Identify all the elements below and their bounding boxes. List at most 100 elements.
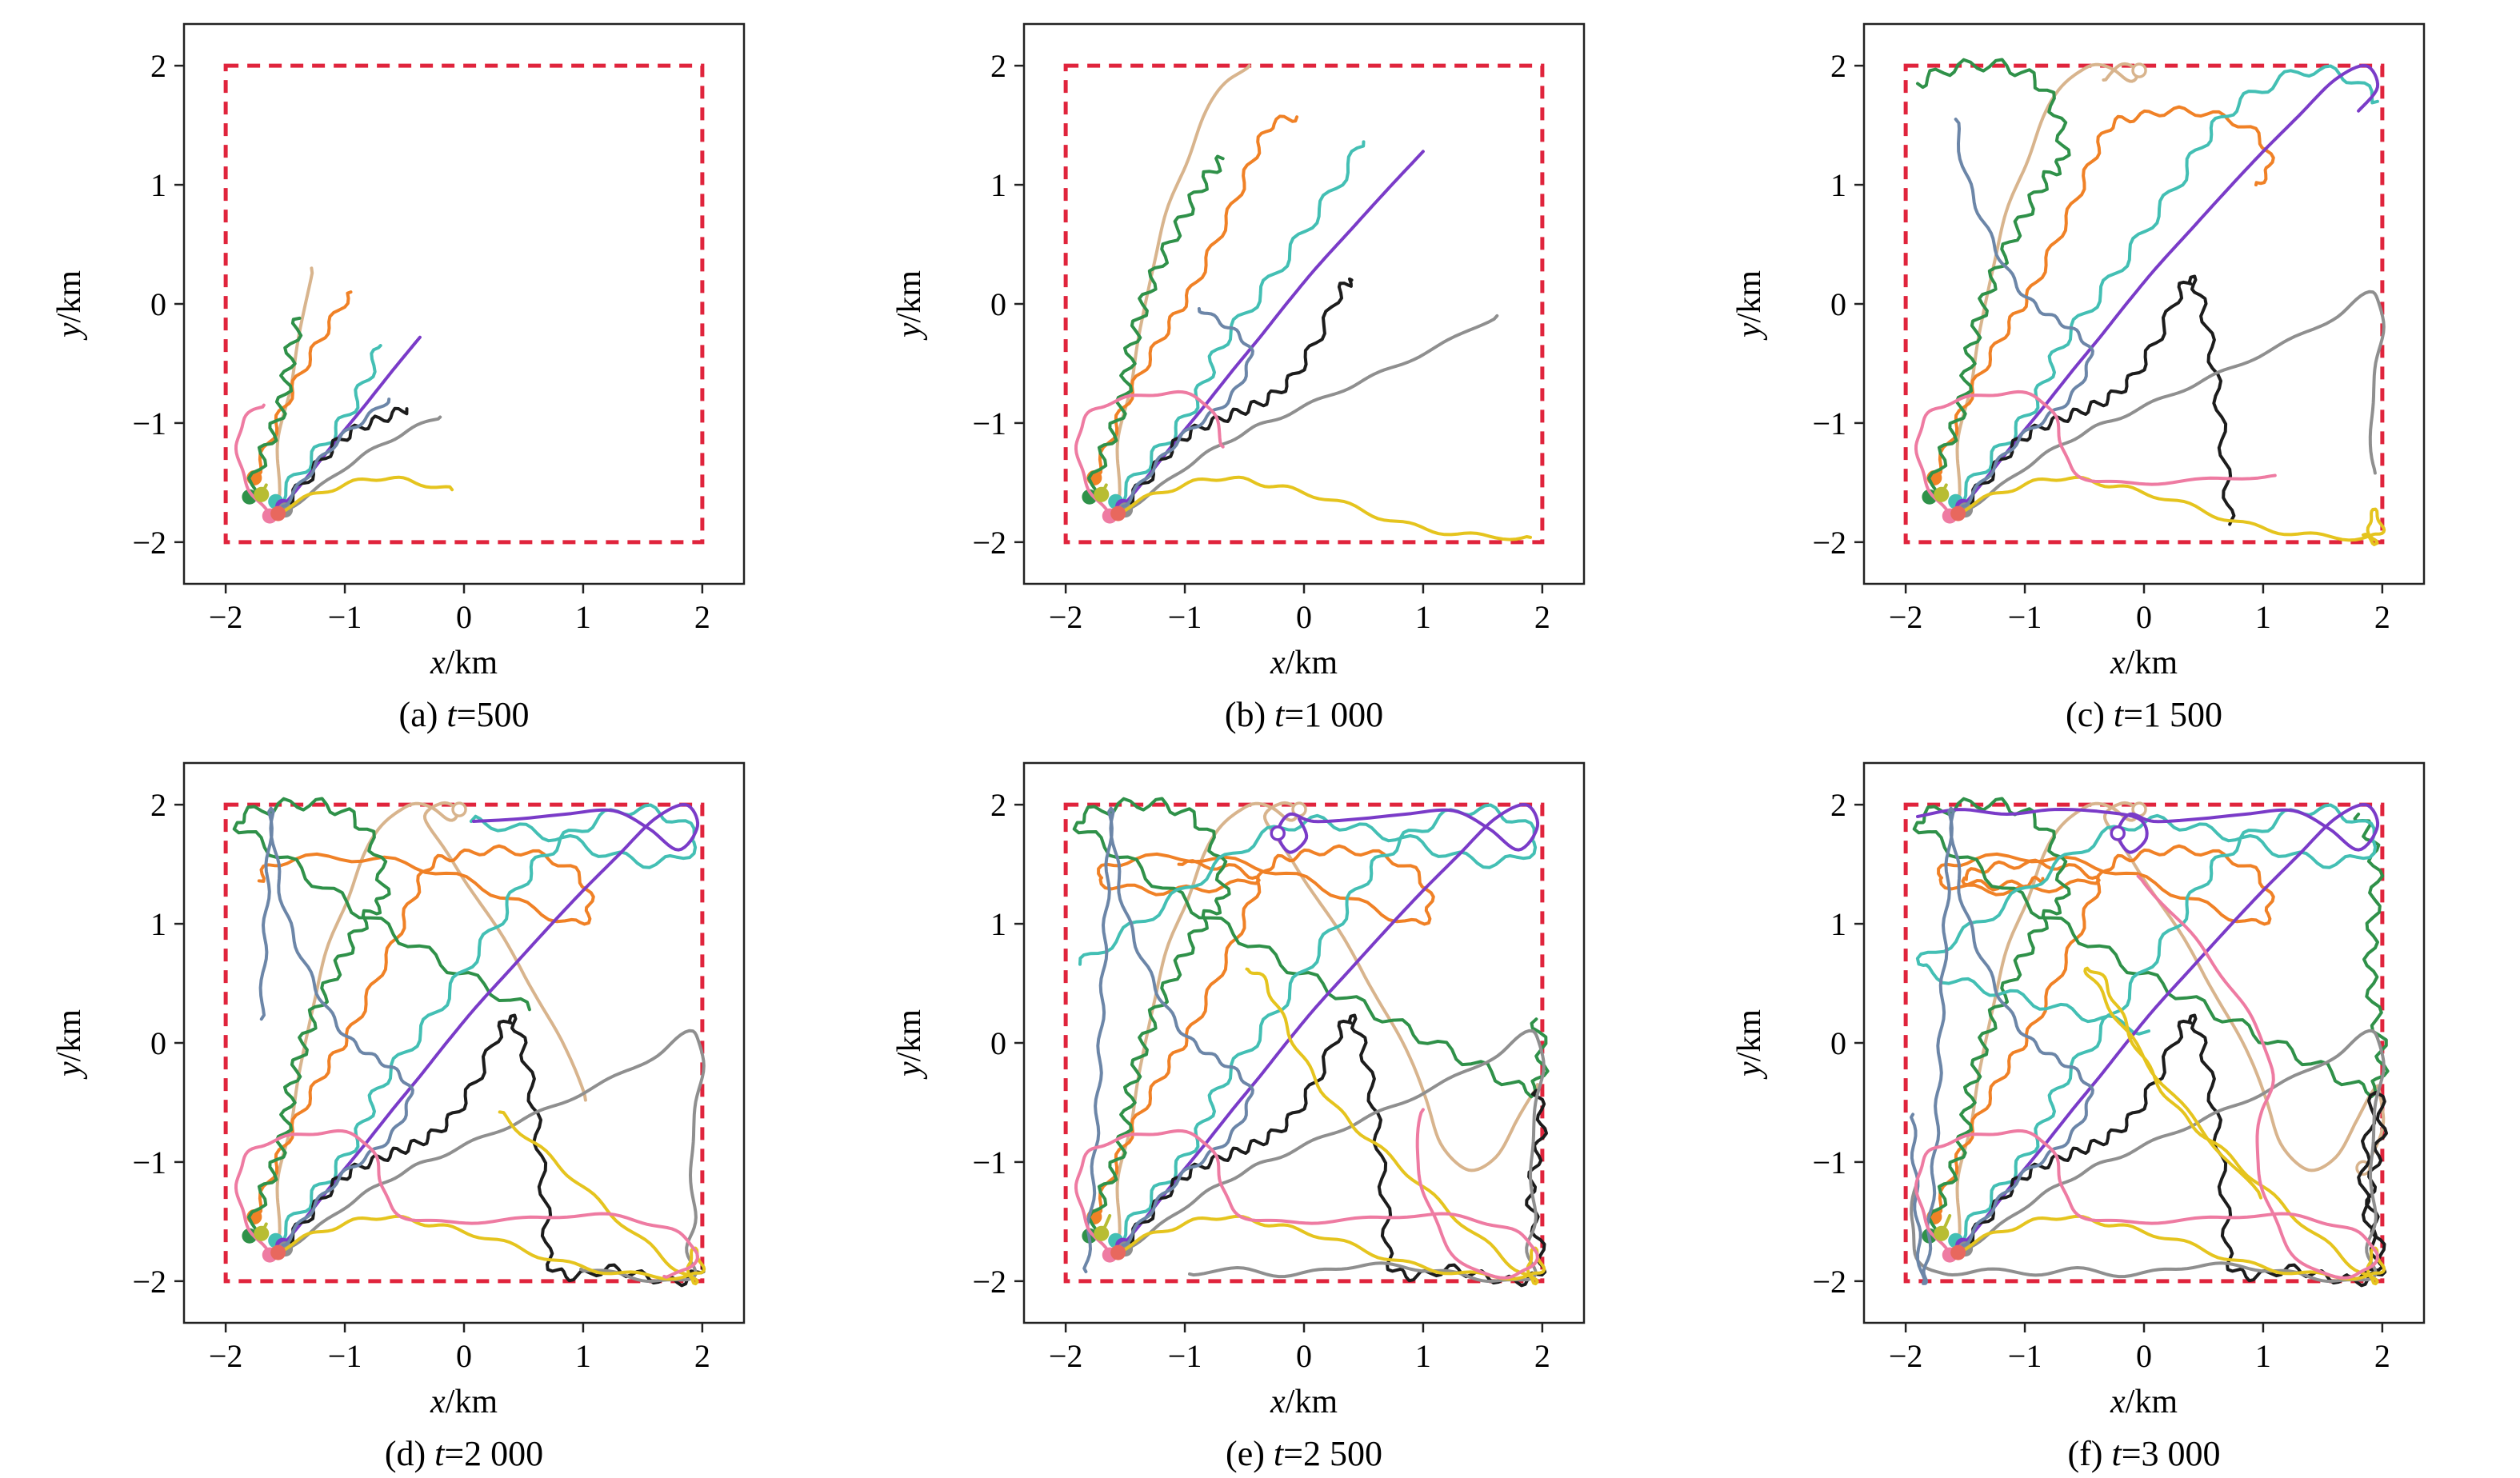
- x-tick-label: −2: [209, 1338, 243, 1374]
- agent-purple-ring-marker: [2110, 825, 2126, 841]
- y-tick-label: −2: [132, 525, 166, 561]
- agent-orange-trajectory: [1092, 114, 1299, 480]
- x-tick-label: 2: [1534, 1338, 1550, 1374]
- agent-purple-trajectory: [1916, 803, 2380, 1248]
- agent-slate-trajectory: [1910, 806, 2094, 1285]
- agent-orange-trajectory: [1092, 844, 1435, 1219]
- panel-caption: (b) t=1 000: [1225, 695, 1383, 734]
- x-tick-label: −2: [1889, 599, 1923, 635]
- agent-olive-start-dot: [254, 1225, 270, 1241]
- agent-green-trajectory: [1087, 154, 1225, 499]
- panel-caption: (d) t=2 000: [385, 1434, 543, 1473]
- x-tick-label: 1: [2255, 1338, 2271, 1374]
- x-tick-label: −2: [1889, 1338, 1923, 1374]
- agent-tan-ring-marker: [451, 801, 467, 817]
- y-axis-label: y/km: [51, 1009, 88, 1080]
- x-tick-label: −2: [209, 599, 243, 635]
- agent-tan-trajectory: [275, 266, 314, 499]
- panel-c: −2 −2 −1 −1 0 0 1 1 2 2 x/km y/km (c) t=1 500: [1680, 0, 2520, 739]
- y-tick-label: 2: [990, 48, 1006, 84]
- axes-spine: [1862, 22, 2426, 585]
- panel-caption: (f) t=3 000: [2067, 1434, 2220, 1473]
- panel-d: −2 −2 −1 −1 0 0 1 1 2 2 x/km y/km (d) t=2 000: [0, 739, 840, 1478]
- x-tick-label: 0: [1296, 1338, 1312, 1374]
- agent-black-trajectory: [1123, 1013, 1548, 1288]
- axes-spine: [182, 22, 746, 585]
- trajectory-plot-c: −2 −2 −1 −1 0 0 1 1 2 2 x/km y/km (c) t=1 500: [1731, 22, 2426, 734]
- y-tick-label: 2: [990, 787, 1006, 823]
- y-tick-label: 0: [150, 286, 166, 322]
- agent-gray-trajectory: [1963, 290, 2386, 512]
- agent-yellow-trajectory: [1951, 475, 2386, 546]
- y-tick-label: 2: [1830, 48, 1846, 84]
- boundary-square: [1903, 63, 2385, 545]
- agent-orange-trajectory: [1932, 844, 2275, 1219]
- agent-green-start-dot: [242, 1228, 258, 1244]
- panel-f: −2 −2 −1 −1 0 0 1 1 2 2 x/km y/km (f) t=3 000: [1680, 739, 2520, 1478]
- y-tick-label: 1: [150, 167, 166, 203]
- agent-black-trajectory: [1963, 1013, 2388, 1288]
- y-tick-label: −1: [972, 405, 1006, 441]
- x-tick-label: 1: [575, 1338, 591, 1374]
- y-axis-label: y/km: [891, 270, 928, 341]
- x-tick-label: 0: [1296, 599, 1312, 635]
- agent-yellow-trajectory: [1951, 966, 2386, 1286]
- agent-yellow-trajectory: [1111, 475, 1532, 541]
- trajectory-plot-b: −2 −2 −1 −1 0 0 1 1 2 2 x/km y/km (b) t=1 000: [891, 22, 1586, 734]
- y-tick-label: −2: [1812, 525, 1846, 561]
- agent-teal-trajectory: [274, 803, 698, 1243]
- x-tick-label: −1: [1168, 599, 1202, 635]
- agent-purple-trajectory: [281, 803, 700, 1248]
- y-tick-label: −2: [972, 525, 1006, 561]
- x-tick-label: −1: [2008, 1338, 2042, 1374]
- x-axis-label: x/km: [430, 1384, 498, 1420]
- agent-salmon-start-dot: [1110, 1244, 1126, 1260]
- agent-gray-trajectory: [1123, 1029, 1546, 1283]
- agent-pink-trajectory: [234, 1128, 699, 1279]
- agent-slate-trajectory: [1954, 118, 2094, 509]
- x-tick-label: 2: [694, 599, 710, 635]
- agent-purple-trajectory: [1961, 64, 2380, 509]
- agent-orange-trajectory: [1932, 105, 2275, 480]
- x-tick-label: 0: [2136, 599, 2152, 635]
- y-axis-label: y/km: [1731, 1009, 1768, 1080]
- y-axis-label: y/km: [1731, 270, 1768, 341]
- y-tick-label: −1: [1812, 405, 1846, 441]
- panel-b: −2 −2 −1 −1 0 0 1 1 2 2 x/km y/km (b) t=1 000: [840, 0, 1680, 739]
- agent-olive-start-dot: [1934, 1225, 1950, 1241]
- agent-purple-trajectory: [1121, 803, 1540, 1248]
- x-axis-label: x/km: [1270, 645, 1338, 681]
- panel-e: −2 −2 −1 −1 0 0 1 1 2 2 x/km y/km (e) t=2 500: [840, 739, 1680, 1478]
- agent-pink-trajectory: [1914, 874, 2379, 1280]
- y-tick-label: −1: [1812, 1144, 1846, 1180]
- x-axis-label: x/km: [1270, 1384, 1338, 1420]
- agent-slate-trajectory: [1121, 307, 1254, 509]
- agent-olive-start-dot: [254, 486, 270, 502]
- agent-green-trajectory: [232, 797, 531, 1238]
- agent-salmon-start-dot: [270, 1244, 286, 1260]
- y-tick-label: 1: [1830, 906, 1846, 942]
- agent-olive-start-dot: [1094, 1225, 1110, 1241]
- y-tick-label: 1: [990, 906, 1006, 942]
- agent-salmon-start-dot: [1110, 505, 1126, 521]
- agent-teal-trajectory: [274, 344, 382, 504]
- y-tick-label: −2: [972, 1264, 1006, 1300]
- y-tick-label: −1: [972, 1144, 1006, 1180]
- agent-green-trajectory: [1912, 797, 2390, 1238]
- y-axis-label: y/km: [51, 270, 88, 341]
- trajectory-plot-a: −2 −2 −1 −1 0 0 1 1 2 2 x/km y/km (a) t=500: [51, 22, 746, 734]
- y-tick-label: 0: [1830, 286, 1846, 322]
- agent-yellow-trajectory: [1111, 967, 1546, 1286]
- x-tick-label: 2: [1534, 599, 1550, 635]
- x-tick-label: −1: [2008, 599, 2042, 635]
- agent-black-trajectory: [283, 406, 409, 506]
- x-tick-label: −1: [328, 599, 362, 635]
- agent-green-start-dot: [1082, 489, 1098, 505]
- axes-spine: [1022, 22, 1586, 585]
- x-tick-label: −1: [1168, 1338, 1202, 1374]
- agent-gray-trajectory: [1910, 1029, 2386, 1283]
- agent-green-start-dot: [1922, 489, 1938, 505]
- agent-teal-trajectory: [1114, 140, 1366, 504]
- x-tick-label: −1: [328, 1338, 362, 1374]
